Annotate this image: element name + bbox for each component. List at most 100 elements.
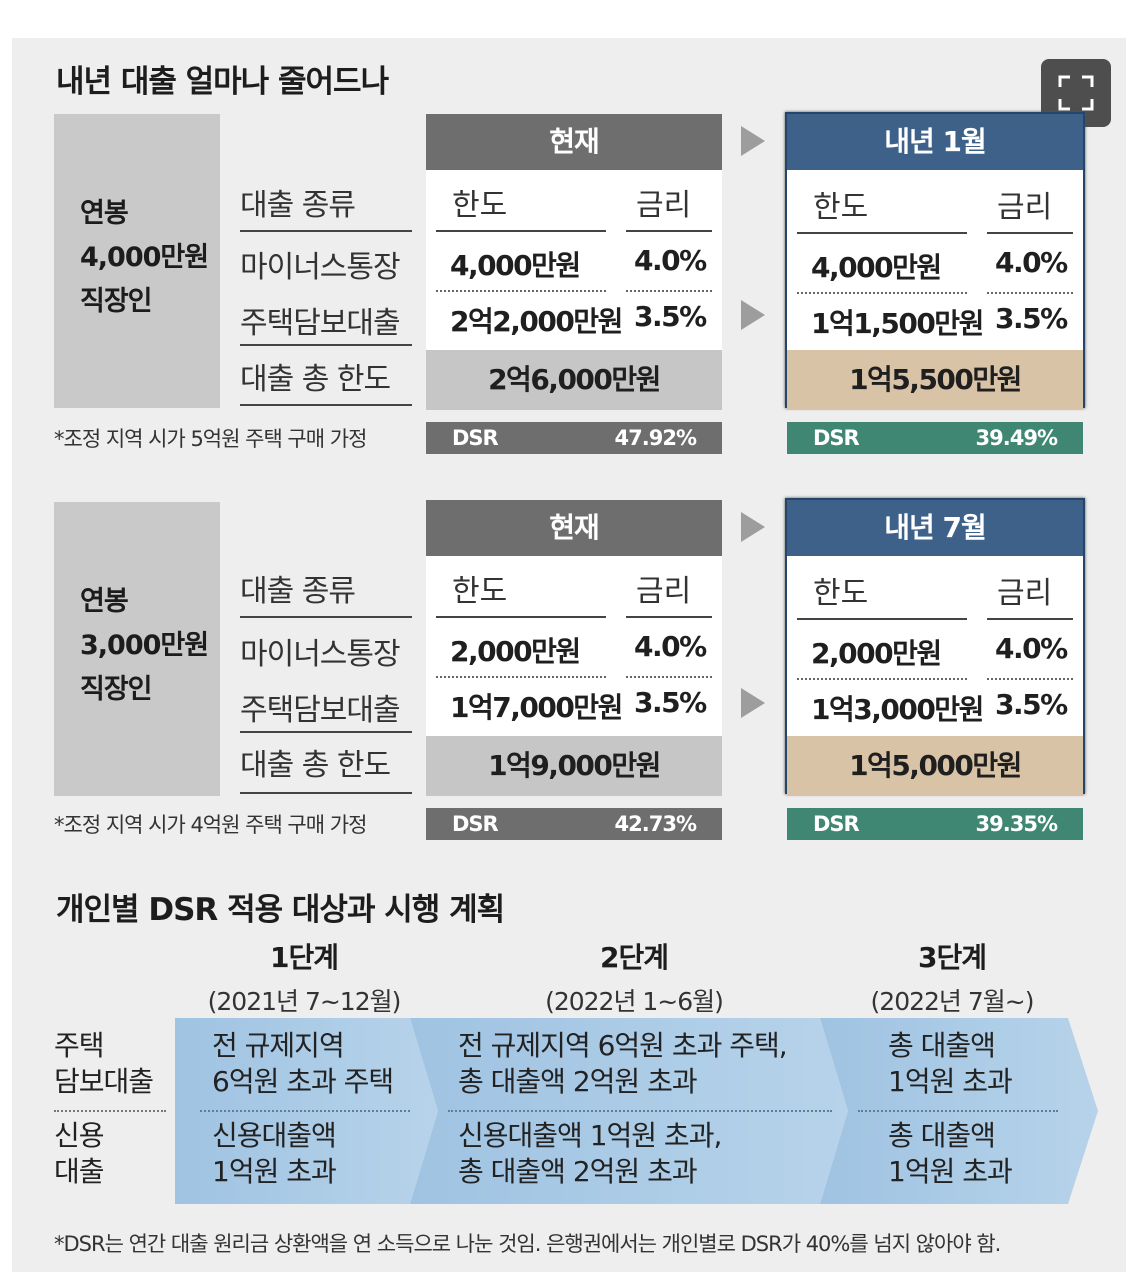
row-label-total-limit: 대출 총 한도 [240, 362, 391, 397]
divider [797, 232, 967, 234]
stage-2-credit: 신용대출액 1억원 초과, 총 대출액 2억원 초과 [458, 1119, 722, 1188]
row-label-total-limit: 대출 총 한도 [240, 748, 391, 783]
stage-1-header: 1단계 (2021년 7~12월) [194, 936, 414, 1018]
next-header: 내년 1월 [787, 114, 1083, 170]
divider [987, 618, 1073, 620]
col-limit: 한도 [452, 188, 508, 223]
divider [626, 616, 712, 618]
arrow-right-icon [741, 512, 765, 542]
stage-name: 2단계 [599, 941, 669, 974]
stage-3-header: 3단계 (2022년 7월~) [842, 936, 1062, 1018]
divider [448, 1110, 832, 1112]
assumption-note: *조정 지역 시가 5억원 주택 구매 가정 [54, 427, 367, 451]
dsr-value: 47.92% [614, 426, 697, 450]
person-box: 연봉 4,000만원 직장인 [54, 114, 220, 408]
stage-period: (2022년 1~6월) [545, 987, 724, 1016]
current-header: 현재 [426, 114, 722, 170]
mortgage-limit-value: 1억7,000만원 [450, 691, 623, 724]
row-label-mortgage: 주택담보대출 [240, 306, 401, 341]
divider [54, 1110, 166, 1112]
col-limit: 한도 [452, 574, 508, 609]
next-box: 내년 1월 한도 금리 4,000만원 4.0% 1억1,500만원 3.5% … [785, 112, 1085, 410]
divider [987, 232, 1073, 234]
minus-limit-value: 2,000만원 [450, 635, 581, 668]
row-label-minus-account: 마이너스통장 [240, 637, 401, 672]
divider [626, 676, 712, 678]
divider [797, 292, 967, 294]
divider [200, 1110, 410, 1112]
minus-limit-value: 4,000만원 [450, 249, 581, 282]
divider [436, 676, 606, 678]
divider [436, 290, 606, 292]
col-rate: 금리 [997, 576, 1053, 611]
total-limit-value: 1억5,000만원 [787, 736, 1083, 796]
arrow-right-icon [741, 688, 765, 718]
stage-name: 1단계 [269, 941, 339, 974]
mortgage-limit-value: 2억2,000만원 [450, 305, 623, 338]
divider [987, 292, 1073, 294]
stage-3-credit: 총 대출액 1억원 초과 [888, 1119, 1013, 1188]
person-label: 연봉 3,000만원 직장인 [80, 586, 209, 705]
person-label: 연봉 4,000만원 직장인 [80, 198, 209, 317]
stage-2-header: 2단계 (2022년 1~6월) [524, 936, 744, 1018]
mortgage-rate-value: 3.5% [995, 688, 1068, 721]
divider [240, 404, 412, 406]
arrow-right-icon [741, 126, 765, 156]
mortgage-rate-value: 3.5% [634, 300, 707, 333]
total-limit-value: 1억5,500만원 [787, 350, 1083, 410]
row-label-mortgage: 주택 담보대출 [54, 1029, 154, 1098]
col-limit: 한도 [813, 576, 869, 611]
section-title-dsr-plan: 개인별 DSR 적용 대상과 시행 계획 [56, 892, 505, 928]
divider [240, 344, 412, 346]
dsr-label: DSR [452, 426, 499, 450]
stage-name: 3단계 [917, 941, 987, 974]
fullscreen-corners-icon [1058, 75, 1094, 111]
stage-3-mortgage: 총 대출액 1억원 초과 [888, 1029, 1013, 1098]
minus-limit-value: 2,000만원 [811, 637, 942, 670]
dsr-value: 42.73% [614, 812, 697, 836]
footnote: *DSR는 연간 대출 원리금 상환액을 연 소득으로 나눈 것임. 은행권에서… [54, 1232, 1001, 1256]
divider [797, 678, 967, 680]
col-rate: 금리 [636, 188, 692, 223]
minus-rate-value: 4.0% [995, 246, 1068, 279]
mortgage-rate-value: 3.5% [995, 302, 1068, 335]
dsr-value: 39.35% [975, 812, 1058, 836]
total-limit-value: 2억6,000만원 [426, 350, 722, 410]
divider [436, 616, 606, 618]
row-label-credit: 신용 대출 [54, 1119, 105, 1188]
arrow-right-icon [741, 300, 765, 330]
stage-period: (2021년 7~12월) [207, 987, 402, 1016]
divider [240, 616, 412, 618]
col-rate: 금리 [997, 190, 1053, 225]
current-box: 현재 한도 금리 2,000만원 4.0% 1억7,000만원 3.5% 1억9… [426, 500, 722, 796]
dsr-label: DSR [813, 426, 860, 450]
dsr-bar-next: DSR 39.49% [787, 422, 1083, 454]
divider [626, 230, 712, 232]
col-rate: 금리 [636, 574, 692, 609]
minus-rate-value: 4.0% [995, 632, 1068, 665]
current-box: 현재 한도 금리 4,000만원 4.0% 2억2,000만원 3.5% 2억6… [426, 114, 722, 410]
divider [797, 618, 967, 620]
assumption-note: *조정 지역 시가 4억원 주택 구매 가정 [54, 813, 367, 837]
dsr-value: 39.49% [975, 426, 1058, 450]
stage-1-credit: 신용대출액 1억원 초과 [212, 1119, 337, 1188]
minus-rate-value: 4.0% [634, 630, 707, 663]
divider [858, 1110, 1058, 1112]
row-label-loan-type: 대출 종류 [240, 574, 356, 609]
minus-rate-value: 4.0% [634, 244, 707, 277]
divider [240, 230, 412, 232]
dsr-bar-current: DSR 47.92% [426, 422, 722, 454]
stage-period: (2022년 7월~) [870, 987, 1035, 1016]
divider [240, 792, 412, 794]
row-label-minus-account: 마이너스통장 [240, 250, 401, 285]
dsr-bar-current: DSR 42.73% [426, 808, 722, 840]
row-label-mortgage: 주택담보대출 [240, 693, 401, 728]
mortgage-rate-value: 3.5% [634, 686, 707, 719]
minus-limit-value: 4,000만원 [811, 251, 942, 284]
dsr-label: DSR [452, 812, 499, 836]
mortgage-limit-value: 1억3,000만원 [811, 693, 984, 726]
row-label-loan-type: 대출 종류 [240, 188, 356, 223]
dsr-label: DSR [813, 812, 860, 836]
total-limit-value: 1억9,000만원 [426, 736, 722, 796]
next-header: 내년 7월 [787, 500, 1083, 556]
